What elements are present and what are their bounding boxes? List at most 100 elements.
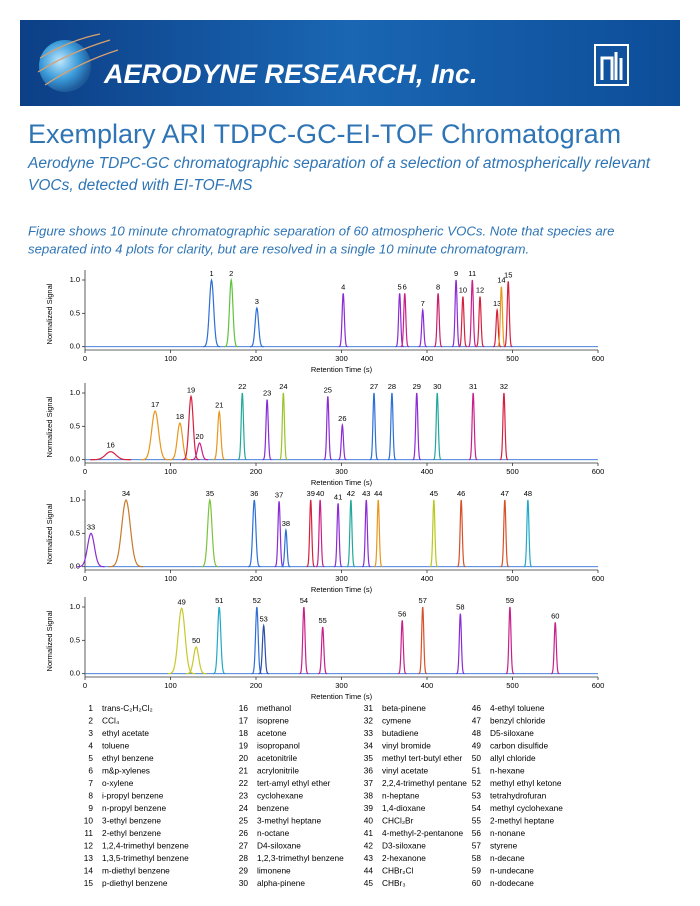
legend-number: 9 bbox=[88, 803, 93, 813]
legend-name: p-diethyl benzene bbox=[102, 878, 168, 888]
peak-label: 14 bbox=[497, 276, 505, 285]
legend-number: 8 bbox=[88, 791, 93, 801]
legend-number: 15 bbox=[84, 878, 94, 888]
peak-label: 11 bbox=[468, 269, 476, 278]
x-tick-label: 200 bbox=[250, 681, 263, 690]
legend-number: 22 bbox=[239, 778, 249, 788]
legend-name: CHBr₂Cl bbox=[382, 866, 413, 876]
peak-label: 54 bbox=[300, 596, 308, 605]
peak bbox=[262, 399, 272, 461]
peak-label: 40 bbox=[316, 489, 324, 498]
legend-name: 1,2,3-trimethyl benzene bbox=[257, 853, 344, 863]
legend-number: 40 bbox=[364, 816, 374, 826]
legend-number: 5 bbox=[88, 753, 93, 763]
peak bbox=[412, 392, 421, 461]
y-tick-label: 1.0 bbox=[70, 275, 80, 284]
subtitle: VOCs, detected with EI-TOF-MS bbox=[28, 177, 253, 194]
peak-label: 10 bbox=[459, 286, 467, 295]
legend-number: 54 bbox=[472, 803, 482, 813]
peak bbox=[551, 622, 560, 675]
peak bbox=[323, 396, 333, 461]
peak bbox=[346, 499, 356, 568]
peak bbox=[338, 422, 347, 461]
peak bbox=[457, 499, 466, 568]
legend-number: 29 bbox=[239, 866, 249, 876]
legend-number: 4 bbox=[88, 741, 93, 751]
x-tick-label: 400 bbox=[421, 467, 434, 476]
legend-name: tetrahydrofuran bbox=[490, 791, 547, 801]
peak bbox=[500, 499, 509, 568]
peak-label: 20 bbox=[195, 432, 203, 441]
legend-name: CHCl₂Br bbox=[382, 816, 414, 826]
legend-name: butadiene bbox=[382, 728, 419, 738]
peak-label: 60 bbox=[551, 611, 559, 620]
peak bbox=[108, 498, 144, 568]
peak-label: 22 bbox=[238, 382, 246, 391]
legend-number: 17 bbox=[239, 716, 249, 726]
legend-name: acetonitrile bbox=[257, 753, 298, 763]
legend-number: 59 bbox=[472, 866, 482, 876]
x-axis-label: Retention Time (s) bbox=[311, 478, 373, 487]
legend-name: alpha-pinene bbox=[257, 878, 305, 888]
y-tick-label: 0.5 bbox=[70, 308, 80, 317]
description: Figure shows 10 minute chromatographic s… bbox=[28, 223, 614, 238]
legend-name: cymene bbox=[382, 716, 411, 726]
legend-number: 36 bbox=[364, 766, 374, 776]
peak-label: 37 bbox=[275, 490, 283, 499]
peak-label: 7 bbox=[421, 299, 425, 308]
legend-number: 55 bbox=[472, 816, 482, 826]
legend-number: 31 bbox=[364, 703, 374, 713]
peak-label: 28 bbox=[388, 382, 396, 391]
y-tick-label: 1.0 bbox=[70, 495, 80, 504]
x-tick-label: 200 bbox=[250, 467, 263, 476]
legend-number: 35 bbox=[364, 753, 374, 763]
legend-name: n-dodecane bbox=[490, 878, 534, 888]
legend-number: 53 bbox=[472, 791, 482, 801]
peak-label: 19 bbox=[187, 385, 195, 394]
legend-name: 2-ethyl benzene bbox=[102, 828, 161, 838]
x-tick-label: 400 bbox=[421, 681, 434, 690]
peak bbox=[398, 620, 407, 675]
peak-label: 1 bbox=[209, 269, 213, 278]
legend-number: 38 bbox=[364, 791, 374, 801]
legend-number: 46 bbox=[472, 703, 482, 713]
x-tick-label: 500 bbox=[506, 467, 519, 476]
peak-label: 50 bbox=[192, 636, 200, 645]
legend-number: 10 bbox=[84, 816, 94, 826]
peak bbox=[258, 623, 269, 675]
x-tick-label: 400 bbox=[421, 574, 434, 583]
peak-label: 39 bbox=[307, 489, 315, 498]
legend-number: 43 bbox=[364, 853, 374, 863]
peak-label: 13 bbox=[493, 299, 501, 308]
legend-number: 11 bbox=[84, 828, 93, 838]
peak bbox=[249, 306, 264, 348]
peak-label: 38 bbox=[282, 519, 290, 528]
peak-label: 17 bbox=[151, 400, 159, 409]
legend-name: n-propyl benzene bbox=[102, 803, 167, 813]
legend-number: 21 bbox=[239, 766, 249, 776]
legend-name: cyclohexane bbox=[257, 791, 304, 801]
peak-label: 27 bbox=[370, 382, 378, 391]
y-axis-label: Normalized Signal bbox=[45, 503, 54, 564]
legend-name: methanol bbox=[257, 703, 291, 713]
x-tick-label: 100 bbox=[164, 681, 177, 690]
peak-label: 57 bbox=[419, 596, 427, 605]
x-tick-label: 300 bbox=[335, 467, 348, 476]
legend-name: acetone bbox=[257, 728, 287, 738]
legend-number: 58 bbox=[472, 853, 482, 863]
legend-number: 16 bbox=[239, 703, 249, 713]
y-axis-label: Normalized Signal bbox=[45, 283, 54, 344]
peak-label: 26 bbox=[338, 414, 346, 423]
peak-label: 32 bbox=[500, 382, 508, 391]
legend-name: CHBr₃ bbox=[382, 878, 406, 888]
peak-label: 5 bbox=[398, 282, 402, 291]
peak-label: 16 bbox=[106, 441, 114, 450]
x-tick-label: 600 bbox=[592, 354, 605, 363]
banner: AERODYNE RESEARCH, Inc. bbox=[20, 20, 680, 106]
legend-number: 41 bbox=[364, 828, 374, 838]
legend-name: benzene bbox=[257, 803, 289, 813]
legend-number: 32 bbox=[364, 716, 374, 726]
x-tick-label: 0 bbox=[83, 574, 87, 583]
legend-number: 60 bbox=[472, 878, 482, 888]
peak-label: 35 bbox=[206, 489, 214, 498]
